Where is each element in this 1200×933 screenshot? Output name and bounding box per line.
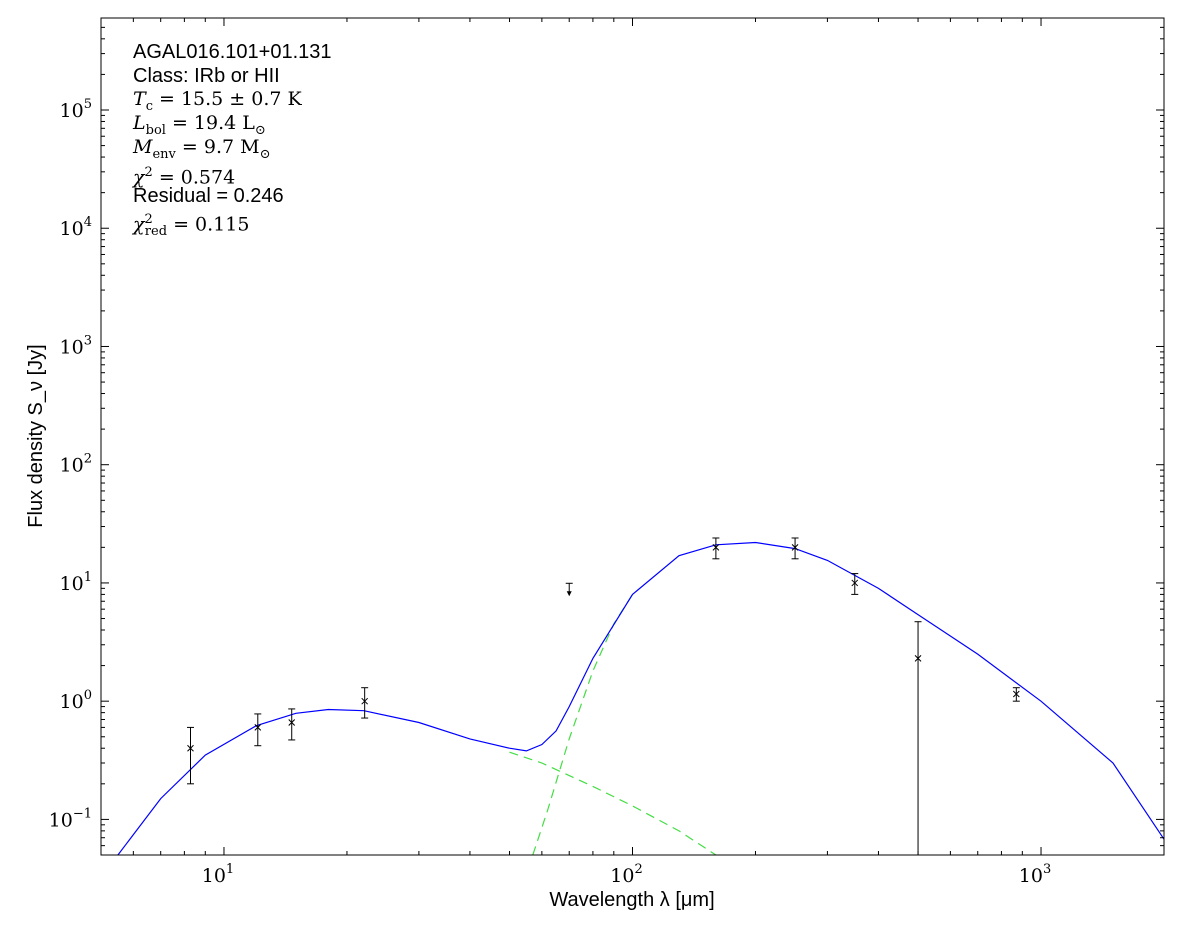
point-marker xyxy=(254,724,262,731)
y-tick-label: 103 xyxy=(60,333,92,358)
model-total-line xyxy=(117,541,1164,855)
mass-label: Menv = 9.7 M⊙ xyxy=(133,136,271,162)
point-marker xyxy=(851,579,859,587)
y-tick-label: 104 xyxy=(60,215,92,240)
upper-limit-point xyxy=(565,582,573,597)
data-point xyxy=(288,708,296,741)
x-tick-label: 101 xyxy=(202,862,234,887)
data-point xyxy=(851,573,859,595)
data-point xyxy=(254,713,262,747)
y-tick-label: 10−1 xyxy=(49,806,92,831)
temperature-label: Tc = 15.5 ± 0.7 K xyxy=(133,88,302,114)
point-marker xyxy=(288,719,296,726)
y-tick-label: 101 xyxy=(60,570,92,595)
data-point xyxy=(914,621,922,855)
residual-label: Residual = 0.246 xyxy=(133,185,284,207)
data-point xyxy=(361,687,369,719)
point-marker xyxy=(791,543,799,551)
luminosity-label: Lbol = 19.4 L⊙ xyxy=(133,112,266,138)
data-point xyxy=(712,537,720,560)
point-marker xyxy=(187,744,194,752)
class-label: Class: IRb or HII xyxy=(133,65,280,87)
y-tick-label: 105 xyxy=(60,97,92,122)
data-point xyxy=(186,726,194,785)
chi2-red-label: χ2red = 0.115 xyxy=(133,212,250,240)
point-marker xyxy=(914,655,922,662)
x-axis-label: Wavelength λ [μm] xyxy=(549,889,714,911)
chi2-label: χ2 = 0.574 xyxy=(133,165,236,189)
y-axis-label: Flux density S_ν [Jy] xyxy=(25,344,47,527)
point-marker xyxy=(712,543,720,551)
model-component-2 xyxy=(532,594,634,855)
point-marker xyxy=(361,697,369,705)
x-tick-label: 103 xyxy=(1019,862,1051,887)
data-point xyxy=(791,537,799,560)
point-marker xyxy=(1012,690,1020,698)
model-component-1 xyxy=(509,751,717,855)
data-point xyxy=(1012,687,1020,702)
source-name: AGAL016.101+01.131 xyxy=(133,41,332,63)
x-tick-label: 102 xyxy=(610,862,642,887)
y-tick-label: 100 xyxy=(60,688,92,713)
y-tick-label: 102 xyxy=(60,452,92,477)
